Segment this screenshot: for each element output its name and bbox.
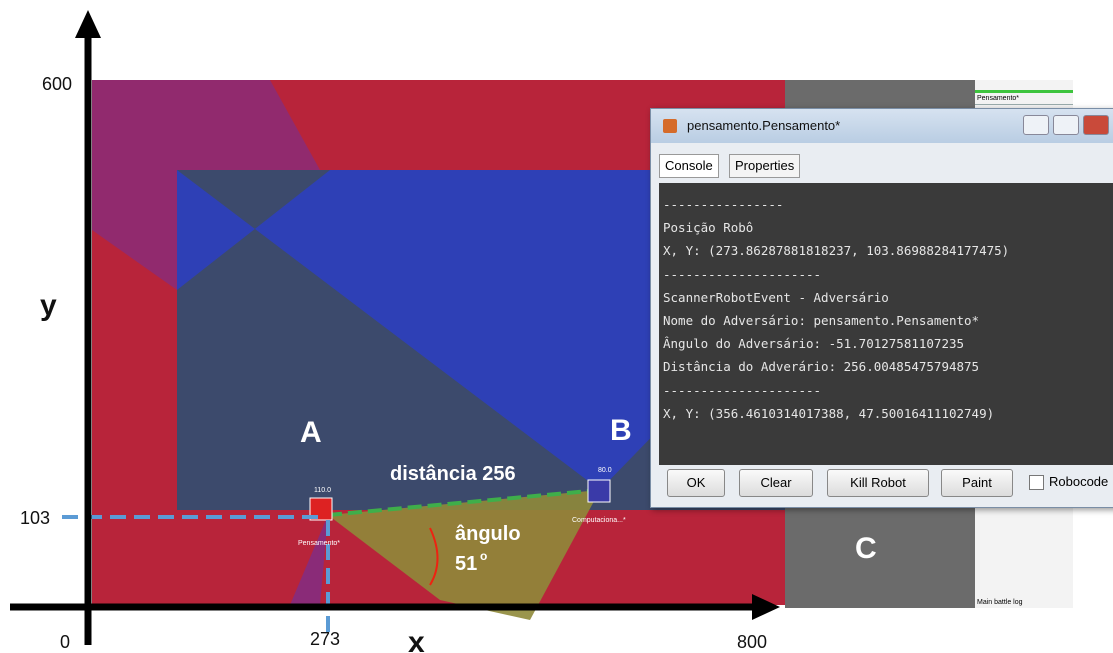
y-mark-label: 103	[20, 508, 50, 528]
origin-label: 0	[60, 632, 70, 652]
console-line: ---------------------	[659, 379, 1113, 402]
console-line: ScannerRobotEvent - Adversário	[659, 286, 1113, 309]
console-line: X, Y: (356.4610314017388, 47.50016411102…	[659, 402, 1113, 425]
console-line: Nome do Adversário: pensamento.Pensament…	[659, 309, 1113, 332]
minimize-button[interactable]	[1023, 115, 1049, 135]
console-line: Ângulo do Adversário: -51.70127581107235	[659, 332, 1113, 355]
x-right-label: 800	[737, 632, 767, 652]
robot-b-energy: 80.0	[598, 467, 612, 474]
angle-value: 51	[455, 553, 477, 575]
console-line: X, Y: (273.86287881818237, 103.869882841…	[659, 239, 1113, 262]
robot-a-name: Pensamento*	[298, 540, 340, 547]
checkbox-label: Robocode	[1049, 469, 1108, 495]
window-title-text: pensamento.Pensamento*	[687, 118, 840, 133]
x-axis-label: x	[408, 626, 425, 653]
console-window: pensamento.Pensamento* Console Propertie…	[650, 108, 1113, 508]
window-icon	[663, 119, 677, 133]
maximize-button[interactable]	[1053, 115, 1079, 135]
point-b: B	[610, 414, 632, 447]
console-line: ---------------------	[659, 263, 1113, 286]
console-line: ----------------	[659, 193, 1113, 216]
console-line: Posição Robô	[659, 216, 1113, 239]
point-a: A	[300, 416, 322, 449]
button[interactable]: Kill Robot	[827, 469, 929, 497]
robot-a-energy: 110.0	[314, 487, 331, 494]
console-line: Distância do Adverário: 256.004854757948…	[659, 355, 1113, 378]
side-tab[interactable]: Pensamento*	[975, 90, 1073, 105]
button[interactable]: Paint	[941, 469, 1013, 497]
point-c: C	[855, 532, 877, 565]
button[interactable]: OK	[667, 469, 725, 497]
screenshot: 600 y 103 0 273 x 800 A B C distância 25…	[0, 0, 1113, 653]
robot-b	[588, 480, 610, 502]
y-top-label: 600	[42, 74, 72, 94]
checkbox[interactable]	[1029, 475, 1044, 490]
robot-b-name: Computaciona...*	[572, 517, 626, 524]
tab[interactable]: Properties	[729, 154, 800, 178]
degree-sign: o	[480, 549, 487, 563]
distance-label: distância 256	[390, 463, 516, 485]
tab[interactable]: Console	[659, 154, 719, 178]
angle-label: ângulo	[455, 523, 521, 545]
x-mark-label: 273	[310, 629, 340, 649]
close-button[interactable]	[1083, 115, 1109, 135]
side-log: Main battle log	[975, 597, 1025, 608]
y-axis-label: y	[40, 289, 57, 322]
button[interactable]: Clear	[739, 469, 813, 497]
y-arrow	[75, 10, 101, 38]
